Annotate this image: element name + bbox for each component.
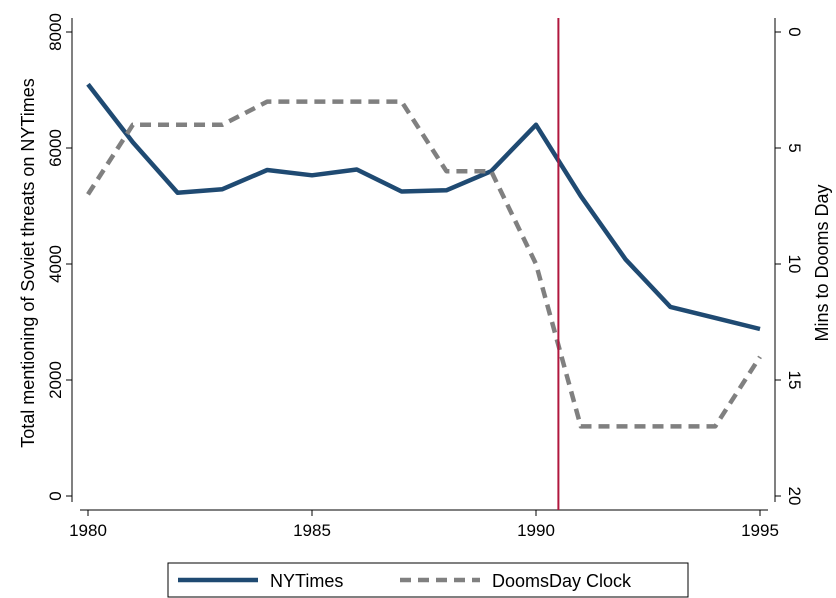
- legend-label-nytimes: NYTimes: [270, 571, 343, 591]
- y-tick-label: 8000: [46, 13, 65, 51]
- series-line-nytimes: [86, 82, 761, 332]
- axes: 0 2000 4000 6000 8000 0 5 10 15 20 1980 1985 1990 199…: [46, 13, 804, 540]
- legend-label-doomsday: DoomsDay Clock: [492, 571, 632, 591]
- series-line-doomsday-clock: [86, 99, 762, 429]
- y2-tick-label: 20: [785, 487, 804, 506]
- legend: NYTimes DoomsDay Clock: [167, 562, 689, 598]
- chart-marks: [86, 18, 762, 510]
- x-tick-label: 1995: [741, 521, 779, 540]
- x-tick-label: 1985: [293, 521, 331, 540]
- y-tick-label: 2000: [46, 361, 65, 399]
- y2-axis-label: Mins to Dooms Day: [812, 184, 832, 341]
- y-tick-label: 6000: [46, 129, 65, 167]
- x-tick-label: 1980: [69, 521, 107, 540]
- y-tick-label: 4000: [46, 245, 65, 283]
- x-tick-label: 1990: [517, 521, 555, 540]
- y-tick-label: 0: [46, 491, 65, 500]
- y-axis-label: Total mentioning of Soviet threats on NY…: [18, 78, 38, 448]
- y2-tick-label: 5: [785, 143, 804, 152]
- y2-tick-label: 15: [785, 371, 804, 390]
- y2-tick-label: 10: [785, 255, 804, 274]
- y2-tick-label: 0: [785, 27, 804, 36]
